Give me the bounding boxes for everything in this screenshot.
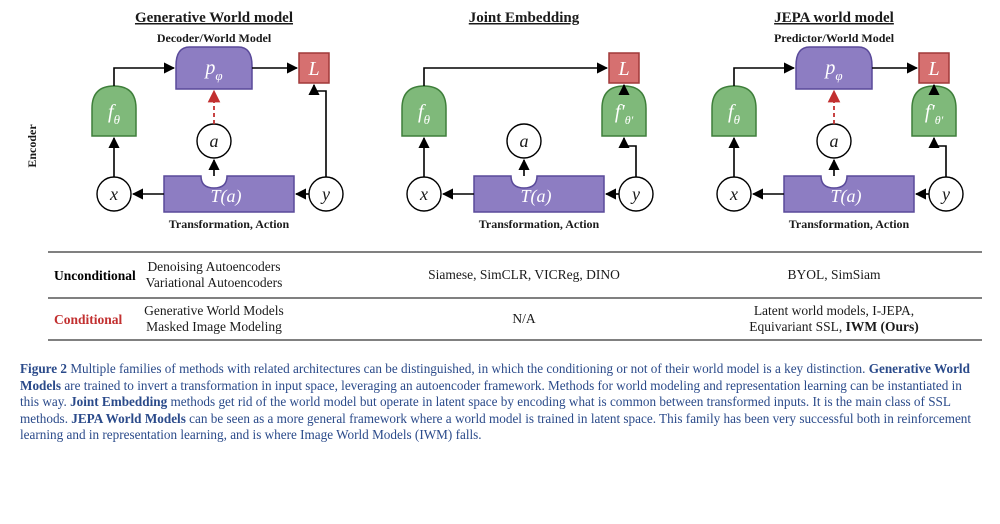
figure-caption: Figure 2 Multiple families of methods wi… — [14, 361, 986, 444]
table-cell: N/A — [512, 311, 536, 326]
y-label: y — [630, 184, 640, 204]
table-cell: Equivariant SSL, IWM (Ours) — [749, 319, 919, 334]
transform-label: T(a) — [831, 186, 862, 207]
architecture-diagram: Encoder Generative World model Decoder/Wor… — [14, 6, 986, 356]
arrow-encL-to-L — [424, 68, 607, 86]
x-label: x — [419, 184, 428, 204]
x-label: x — [729, 184, 738, 204]
panel-bottom-label: Transformation, Action — [789, 217, 910, 231]
table-row-label: Conditional — [54, 312, 123, 327]
table-cell: Variational Autoencoders — [146, 275, 283, 290]
transform-label: T(a) — [521, 186, 552, 207]
panel-top-label: Predictor/World Model — [774, 31, 895, 45]
action-label: a — [520, 131, 529, 151]
panel-bottom-label: Transformation, Action — [169, 217, 290, 231]
arrow-encL-to-pred — [734, 68, 794, 86]
y-label: y — [320, 184, 330, 204]
arrow-y-to-encR — [624, 138, 636, 177]
transform-label: T(a) — [211, 186, 242, 207]
encoder-left — [712, 86, 756, 136]
panel-bottom-label: Transformation, Action — [479, 217, 600, 231]
arrow-y-to-encR — [934, 138, 946, 177]
panel-top-label: Decoder/World Model — [157, 31, 272, 45]
panel-title: Joint Embedding — [469, 10, 580, 26]
caption-text: Multiple families of methods with relate… — [67, 361, 869, 376]
table-cell: Generative World Models — [144, 303, 284, 318]
panel-jepa: JEPA world modelPredictor/World Modelfθf… — [712, 10, 963, 231]
x-label: x — [109, 184, 118, 204]
table-cell: Siamese, SimCLR, VICReg, DINO — [428, 267, 620, 282]
action-label: a — [830, 131, 839, 151]
table-cell: Masked Image Modeling — [146, 319, 282, 334]
table-cell: Denoising Autoencoders — [147, 259, 280, 274]
table-row-label: Unconditional — [54, 268, 136, 283]
caption-bold: Joint Embedding — [70, 394, 167, 409]
caption-bold: JEPA World Models — [71, 411, 186, 426]
loss-label: L — [617, 58, 629, 80]
figure-label: Figure 2 — [20, 361, 67, 376]
encoder-left — [402, 86, 446, 136]
panel-title: Generative World model — [135, 10, 293, 26]
loss-label: L — [307, 58, 319, 80]
arrow-encL-to-pred — [114, 68, 174, 86]
encoder-side-label: Encoder — [25, 124, 39, 168]
panel-joint: Joint Embeddingfθf'θ'LaT(a)Transformatio… — [402, 10, 653, 231]
arrow-y-to-L — [314, 85, 326, 177]
panel-title: JEPA world model — [774, 10, 894, 26]
encoder-left — [92, 86, 136, 136]
table-cell: Latent world models, I-JEPA, — [754, 303, 914, 318]
panel-generative: Generative World model Decoder/World Mode… — [92, 10, 343, 231]
y-label: y — [940, 184, 950, 204]
action-label: a — [210, 131, 219, 151]
table-cell: BYOL, SimSiam — [787, 267, 881, 282]
loss-label: L — [927, 58, 939, 80]
